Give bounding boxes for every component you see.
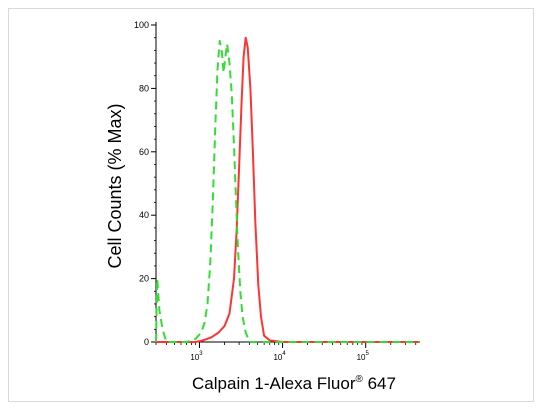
x-tick-label-base: 10 xyxy=(357,353,366,362)
y-tick-label: 20 xyxy=(139,274,149,284)
x-tick-label-exponent: 5 xyxy=(365,351,369,357)
x-axis-label-suffix: 647 xyxy=(363,374,396,393)
x-axis-label: Calpain 1-Alexa Fluor® 647 xyxy=(192,374,396,393)
y-tick-label: 100 xyxy=(134,20,149,30)
y-tick-label: 60 xyxy=(139,147,149,157)
x-axis-label-main: Calpain 1-Alexa Fluor xyxy=(192,374,356,393)
x-tick-label: 105 xyxy=(357,351,370,362)
sample-histogram-line xyxy=(156,36,420,343)
chart-frame xyxy=(8,8,534,402)
y-tick-label: 40 xyxy=(139,210,149,220)
plot-area xyxy=(155,36,420,343)
x-tick-label-exponent: 3 xyxy=(199,351,203,357)
x-tick-label: 103 xyxy=(190,351,203,362)
y-tick-label: 0 xyxy=(144,337,149,347)
x-tick-label-exponent: 4 xyxy=(282,351,286,357)
x-tick-label-base: 10 xyxy=(273,353,282,362)
y-axis-label: Cell Counts (% Max) xyxy=(105,103,125,268)
y-tick-label: 80 xyxy=(139,83,149,93)
x-tick-label: 104 xyxy=(273,351,286,362)
control-histogram-line xyxy=(155,39,420,343)
x-tick-label-base: 10 xyxy=(190,353,199,362)
x-axis-label-symbol: ® xyxy=(356,374,364,385)
